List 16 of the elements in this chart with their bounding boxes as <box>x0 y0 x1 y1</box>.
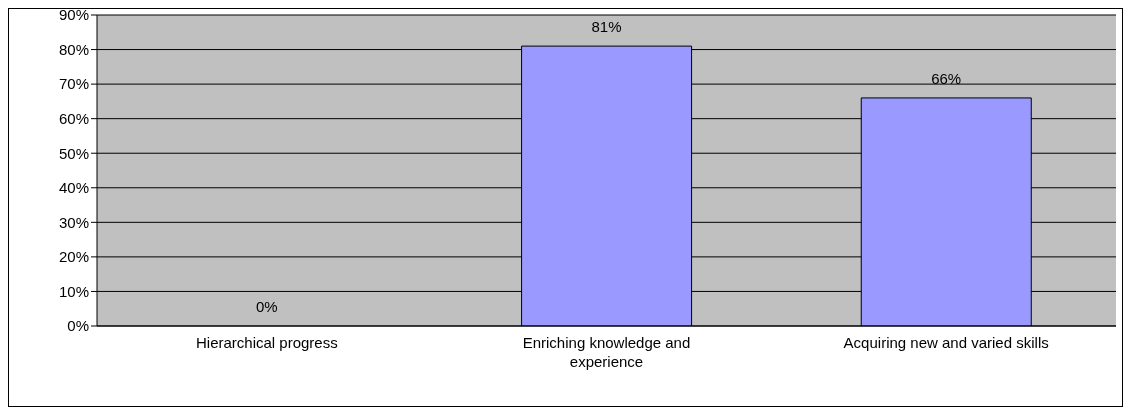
data-label: 66% <box>931 69 962 87</box>
y-tick-label: 20% <box>58 248 89 266</box>
x-tick-label: Enriching knowledge and experience <box>522 334 691 370</box>
x-tick-label: Acquiring new and varied skills <box>843 334 1049 351</box>
y-tick-label: 50% <box>58 144 89 162</box>
y-tick-label: 0% <box>67 317 89 335</box>
y-tick-label: 60% <box>58 109 89 127</box>
y-tick-label: 70% <box>58 75 89 93</box>
y-tick-label: 80% <box>58 40 89 58</box>
data-label: 0% <box>255 298 278 315</box>
y-tick-label: 90% <box>58 6 89 24</box>
y-tick-label: 30% <box>58 213 89 231</box>
y-tick-label: 10% <box>58 282 89 300</box>
data-label: 81% <box>591 18 622 36</box>
x-tick-label: Hierarchical progress <box>195 334 338 351</box>
y-tick-label: 40% <box>58 179 89 197</box>
